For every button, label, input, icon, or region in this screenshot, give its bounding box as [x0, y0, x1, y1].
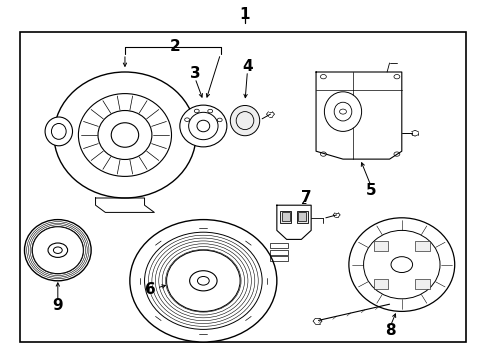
Ellipse shape: [98, 111, 152, 159]
Bar: [270, 256, 288, 261]
Text: 5: 5: [366, 183, 376, 198]
Text: 7: 7: [301, 190, 312, 205]
Bar: [282, 212, 290, 221]
Text: 1: 1: [240, 7, 250, 22]
Ellipse shape: [54, 72, 196, 198]
Ellipse shape: [349, 218, 455, 311]
Text: 6: 6: [145, 282, 156, 297]
Circle shape: [190, 271, 217, 291]
Ellipse shape: [167, 250, 240, 311]
Bar: [298, 212, 306, 221]
Text: 3: 3: [190, 66, 200, 81]
Ellipse shape: [364, 230, 440, 299]
Circle shape: [48, 243, 68, 257]
Ellipse shape: [45, 117, 73, 146]
Text: 4: 4: [242, 59, 253, 74]
Ellipse shape: [78, 94, 172, 176]
Bar: [415, 241, 430, 251]
Bar: [297, 211, 308, 223]
Bar: [374, 241, 389, 251]
Text: 2: 2: [170, 39, 181, 54]
Bar: [280, 211, 291, 223]
Text: 8: 8: [385, 323, 396, 338]
Ellipse shape: [111, 123, 139, 147]
Ellipse shape: [197, 120, 210, 132]
Ellipse shape: [230, 105, 260, 136]
Bar: [374, 279, 389, 289]
Circle shape: [391, 257, 413, 273]
Ellipse shape: [180, 105, 227, 147]
Ellipse shape: [24, 220, 91, 281]
Ellipse shape: [324, 92, 362, 131]
Bar: [415, 279, 430, 289]
Ellipse shape: [189, 112, 218, 140]
Ellipse shape: [130, 220, 277, 342]
Bar: [20, 32, 466, 342]
Text: 9: 9: [52, 298, 63, 313]
Bar: [270, 243, 288, 248]
Bar: [270, 250, 288, 255]
Ellipse shape: [145, 232, 262, 329]
